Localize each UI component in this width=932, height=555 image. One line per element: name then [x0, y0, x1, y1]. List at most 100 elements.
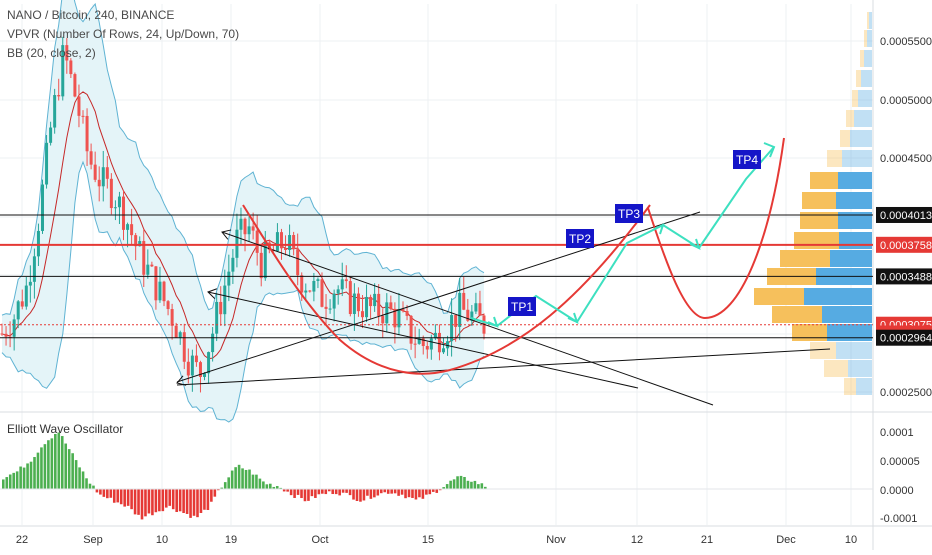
osc-bar-negative: [435, 489, 439, 493]
candle-body: [198, 362, 202, 377]
vpvr-up-bar: [838, 212, 872, 229]
price-badge: [876, 329, 932, 346]
candle-body: [320, 279, 324, 307]
candle-body: [109, 178, 113, 209]
osc-bar-positive: [67, 449, 71, 489]
candle-body: [413, 343, 417, 345]
candle-body: [393, 308, 397, 328]
candle-body: [150, 264, 154, 267]
vpvr-up-bar: [858, 90, 872, 107]
osc-bar-negative: [352, 489, 355, 500]
candle-body: [142, 241, 146, 275]
price-tick-label: 0.0005000: [880, 95, 932, 107]
candle-body: [466, 309, 470, 321]
vpvr-up-bar: [830, 250, 872, 267]
candle-body: [446, 341, 450, 349]
osc-bar-positive: [442, 487, 445, 489]
osc-bar-negative: [438, 489, 442, 491]
osc-bar-positive: [220, 487, 224, 489]
candle-body: [458, 292, 462, 327]
osc-bar-negative: [300, 489, 303, 499]
vpvr-down-bar: [810, 172, 838, 189]
osc-bar-positive: [480, 483, 484, 489]
candle-body: [134, 235, 138, 247]
candle-body: [385, 302, 389, 324]
osc-bar-negative: [386, 489, 390, 494]
candle-body: [61, 45, 65, 97]
price-badge-label: 0.0002964: [880, 333, 932, 345]
osc-bar-negative: [293, 489, 296, 498]
arrow-head: [221, 229, 232, 240]
osc-bar-negative: [397, 489, 400, 496]
osc-bar-positive: [463, 476, 466, 489]
osc-bar-negative: [286, 489, 289, 492]
price-badge-label: 0.0004013: [880, 210, 932, 222]
osc-bar-negative: [324, 489, 328, 495]
osc-bar-negative: [106, 489, 109, 499]
candle-body: [223, 285, 227, 315]
osc-bar-negative: [341, 489, 345, 493]
osc-bar-positive: [223, 482, 227, 489]
price-badge: [876, 206, 932, 223]
candle-body: [89, 151, 93, 165]
osc-bar-positive: [445, 484, 449, 489]
osc-bar-positive: [36, 452, 40, 489]
vpvr-down-bar: [794, 232, 839, 249]
osc-bar-positive: [237, 464, 241, 489]
candle-body: [441, 348, 445, 353]
vpvr-legend[interactable]: VPVR (Number Of Rows, 24, Up/Down, 70): [7, 27, 240, 41]
time-tick-label: 10: [156, 534, 168, 546]
candle-body: [239, 218, 243, 230]
candle-body: [20, 301, 24, 307]
time-axis[interactable]: 22 Sep 10 19 Oct 15 Nov 12 21 Dec 10: [16, 534, 857, 546]
vpvr-down-bar: [860, 50, 864, 67]
bb-legend[interactable]: BB (20, close, 2): [7, 46, 96, 60]
osc-bar-positive: [452, 479, 456, 489]
trend-line-upper: [221, 231, 714, 406]
candle-body: [12, 319, 16, 337]
osc-bar-negative: [393, 489, 397, 494]
tp-label-box: [566, 229, 594, 248]
oscillator-title[interactable]: Elliott Wave Oscillator: [7, 422, 124, 436]
vpvr-down-bar: [800, 212, 838, 229]
osc-tick-label: -0.0001: [880, 513, 917, 525]
symbol-title[interactable]: NANO / Bitcoin, 240, BINANCE: [7, 8, 175, 22]
candle-body: [316, 279, 320, 281]
candle-body: [348, 281, 352, 315]
candle-body: [474, 303, 478, 312]
osc-bar-negative: [161, 489, 165, 512]
candle-body: [81, 115, 85, 117]
osc-bar-negative: [216, 489, 220, 491]
candle-body: [138, 241, 142, 247]
price-axis[interactable]: 0.0005500 0.0005000 0.0004500 0.0002500 0.00…: [876, 36, 932, 525]
tp-label-box: [615, 204, 643, 223]
osc-bar-negative: [116, 489, 120, 503]
red-cup-curve: [242, 204, 651, 375]
candle-body: [312, 280, 316, 292]
arrow-head: [176, 375, 187, 386]
osc-bar-positive: [71, 453, 74, 489]
candle-body: [304, 290, 308, 293]
time-tick-label: 10: [845, 534, 857, 546]
candle-body: [369, 296, 373, 307]
osc-bar-positive: [12, 472, 16, 489]
time-tick-label: 21: [701, 534, 713, 546]
trend-line-lower: [207, 291, 639, 389]
osc-bar-negative: [345, 489, 348, 493]
price-tick-label: 0.0005500: [880, 36, 932, 48]
vpvr-up-bar: [822, 306, 872, 323]
time-tick-label: Sep: [83, 534, 103, 546]
vpvr-up-bar: [839, 232, 872, 249]
candle-body: [288, 235, 292, 250]
vpvr-down-bar: [867, 12, 869, 29]
osc-bar-negative: [327, 489, 331, 492]
candle-body: [219, 301, 223, 315]
osc-bar-negative: [171, 489, 175, 510]
osc-bar-positive: [484, 486, 487, 489]
osc-bar-negative: [158, 489, 161, 512]
candle-body: [247, 226, 251, 235]
osc-bar-positive: [50, 438, 54, 489]
price-tick-label: 0.0002500: [880, 387, 932, 399]
candle-body: [97, 179, 101, 187]
